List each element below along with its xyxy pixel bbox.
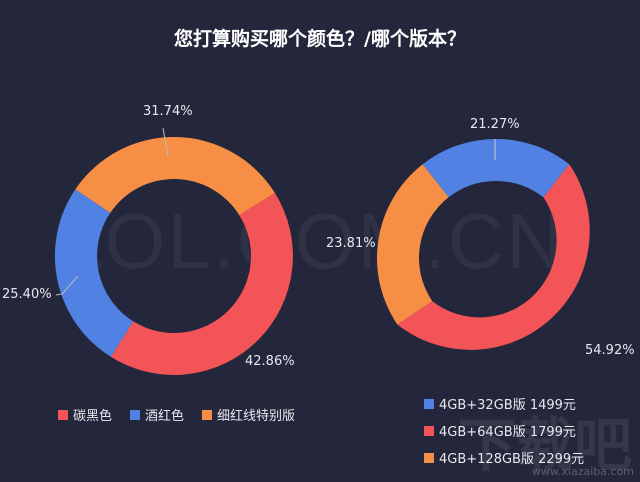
left-legend: 碳黑色 酒红色 细红线特别版: [58, 405, 295, 424]
legend-label: 4GB+128GB版 2299元: [439, 452, 585, 467]
chart-title: 您打算购买哪个颜色？/哪个版本？: [174, 28, 466, 50]
legend-item-special-edition[interactable]: 细红线特别版: [202, 405, 295, 424]
right-slice-orange[interactable]: [376, 164, 449, 325]
legend-item-wine-red[interactable]: 酒红色: [130, 405, 184, 424]
legend-label: 4GB+64GB版 1799元: [439, 425, 576, 440]
left-label-orange: 31.74%: [143, 104, 193, 119]
legend-swatch-red: [58, 409, 68, 420]
right-legend: 4GB+32GB版 1499元 4GB+64GB版 1799元 4GB+128G…: [424, 390, 584, 471]
corner-watermark-logo: 下载吧: [457, 411, 632, 479]
left-slice-orange[interactable]: [75, 136, 275, 216]
left-slice-blue[interactable]: [54, 189, 134, 357]
right-donut: [376, 138, 590, 350]
left-slice-red[interactable]: [110, 193, 293, 375]
right-slice-red[interactable]: [397, 164, 590, 350]
legend-label: 细红线特别版: [217, 409, 296, 424]
left-label-red: 42.86%: [245, 354, 295, 369]
legend-swatch-orange: [424, 452, 434, 463]
legend-swatch-blue: [130, 409, 141, 420]
left-label-blue: 25.40%: [2, 287, 52, 302]
legend-swatch-blue: [424, 398, 434, 409]
watermark: ZOL.COM.CN: [55, 197, 565, 285]
left-donut: [54, 127, 293, 375]
legend-item-32gb[interactable]: 4GB+32GB版 1499元: [424, 390, 584, 417]
right-label-orange: 23.81%: [326, 236, 376, 251]
corner-watermark-url: www.xiazaiba.com: [531, 465, 634, 478]
right-label-blue: 21.27%: [470, 117, 520, 132]
legend-swatch-orange: [202, 409, 213, 420]
legend-item-128gb[interactable]: 4GB+128GB版 2299元: [424, 444, 584, 471]
legend-swatch-red: [424, 425, 434, 436]
legend-item-carbon-black[interactable]: 碳黑色: [58, 405, 112, 424]
legend-label: 酒红色: [145, 409, 185, 424]
right-slice-blue[interactable]: [422, 138, 570, 198]
legend-label: 碳黑色: [73, 409, 113, 424]
right-label-red: 54.92%: [585, 343, 635, 358]
legend-item-64gb[interactable]: 4GB+64GB版 1799元: [424, 417, 584, 444]
legend-label: 4GB+32GB版 1499元: [439, 398, 576, 413]
